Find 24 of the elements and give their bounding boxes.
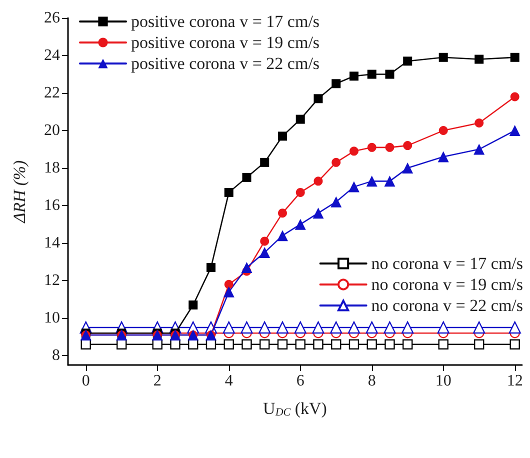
y-tick-label: 22	[44, 84, 60, 102]
legend-label: positive corona v = 19 cm/s	[131, 33, 320, 52]
x-tick-label: 4	[224, 372, 233, 390]
x-tick-label: 6	[296, 372, 304, 390]
x-tick-label: 0	[82, 372, 90, 390]
x-tick-label: 12	[506, 372, 523, 390]
x-tick-label: 8	[368, 372, 376, 390]
y-tick-label: 16	[44, 197, 60, 214]
legend-label: positive corona v = 22 cm/s	[131, 54, 320, 73]
y-tick-label: 8	[52, 347, 60, 364]
x-tick-label: 10	[435, 372, 452, 390]
legend-label: positive corona v = 17 cm/s	[131, 12, 320, 31]
y-tick-label: 26	[44, 10, 60, 26]
legend-label: no corona v = 17 cm/s	[371, 254, 524, 273]
y-tick-label: 20	[44, 122, 60, 140]
y-tick-label: 18	[44, 160, 60, 177]
legend-label: no corona v = 19 cm/s	[371, 275, 524, 294]
legend-label: no corona v = 22 cm/s	[371, 296, 524, 315]
y-tick-label: 14	[44, 234, 60, 252]
x-tick-label: 2	[153, 372, 162, 390]
y-axis-title: ΔRH (%)	[10, 160, 29, 224]
y-tick-label: 10	[44, 310, 60, 327]
y-tick-label: 24	[44, 47, 60, 64]
y-tick-label: 12	[44, 272, 60, 290]
